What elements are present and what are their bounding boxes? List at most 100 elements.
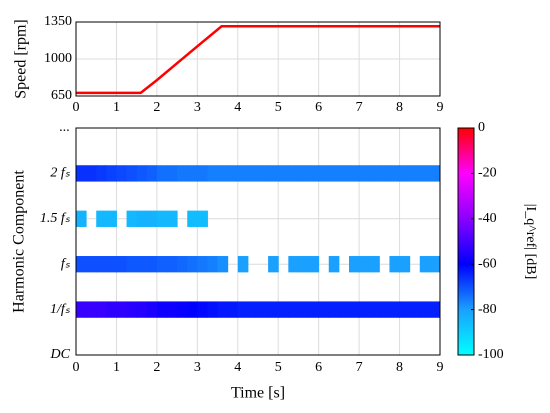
heat-cell bbox=[268, 301, 279, 318]
heat-cell bbox=[207, 256, 219, 273]
y-tick-label: 1000 bbox=[44, 51, 72, 66]
heat-cell bbox=[86, 256, 97, 273]
heat-cell bbox=[338, 165, 350, 182]
heat-cell bbox=[167, 165, 178, 182]
heat-cell bbox=[177, 256, 188, 273]
x-tick-label: 9 bbox=[437, 360, 444, 375]
colorbar-tick-label: -20 bbox=[478, 166, 497, 181]
heat-cell bbox=[247, 165, 259, 182]
heat-cell bbox=[167, 256, 178, 273]
heat-cell bbox=[227, 301, 239, 318]
heat-cell bbox=[237, 301, 249, 318]
heat-cell bbox=[76, 210, 87, 227]
heat-cell bbox=[409, 165, 421, 182]
x-tick-label: 3 bbox=[194, 360, 201, 375]
heat-cell bbox=[429, 256, 441, 273]
heat-cell bbox=[349, 256, 360, 273]
x-tick-label: 7 bbox=[356, 100, 363, 115]
heat-cell bbox=[389, 256, 401, 273]
heat-cell bbox=[379, 301, 390, 318]
y-axis-label: Speed [rpm] bbox=[13, 19, 30, 99]
heat-cell bbox=[389, 301, 401, 318]
y-tick-label: DC bbox=[50, 347, 71, 362]
heat-cell bbox=[338, 301, 350, 318]
heat-cell bbox=[146, 210, 158, 227]
heat-cell bbox=[318, 301, 330, 318]
heat-cell bbox=[419, 256, 431, 273]
heat-cell bbox=[217, 165, 229, 182]
heat-cell bbox=[187, 301, 198, 318]
heat-cell bbox=[146, 256, 158, 273]
x-tick-label: 2 bbox=[153, 360, 160, 375]
heat-cell bbox=[237, 165, 249, 182]
heat-cell bbox=[429, 301, 441, 318]
x-tick-label: 3 bbox=[194, 100, 201, 115]
heat-cell bbox=[177, 165, 188, 182]
x-tick-label: 8 bbox=[396, 360, 403, 375]
heat-cell bbox=[146, 165, 158, 182]
heat-cell bbox=[318, 165, 330, 182]
heat-cell bbox=[177, 301, 188, 318]
x-tick-label: 6 bbox=[315, 100, 322, 115]
y-tick-label: 2 fₛ bbox=[50, 166, 70, 181]
heat-cell bbox=[359, 301, 370, 318]
heat-cell bbox=[96, 210, 107, 227]
heat-cell bbox=[116, 256, 128, 273]
heat-cell bbox=[389, 165, 401, 182]
x-tick-label: 0 bbox=[73, 100, 80, 115]
heat-cell bbox=[278, 301, 289, 318]
heat-cell bbox=[288, 301, 299, 318]
heat-cell bbox=[156, 165, 168, 182]
heat-cell bbox=[217, 301, 229, 318]
y-axis-label: Harmonic Component bbox=[11, 170, 28, 313]
heat-cell bbox=[167, 301, 178, 318]
heat-cell bbox=[96, 301, 107, 318]
colorbar-tick-label: -60 bbox=[478, 256, 497, 271]
heat-cell bbox=[106, 165, 117, 182]
heat-cell bbox=[268, 256, 279, 273]
heat-cell bbox=[419, 165, 431, 182]
heat-cell bbox=[136, 210, 148, 227]
heat-cell bbox=[136, 165, 148, 182]
y-tick-label: 1350 bbox=[44, 14, 72, 29]
heat-cell bbox=[116, 165, 128, 182]
heat-cell bbox=[399, 301, 411, 318]
x-tick-label: 4 bbox=[234, 100, 241, 115]
x-tick-label: 1 bbox=[113, 360, 120, 375]
axes-box bbox=[75, 21, 441, 97]
heat-cell bbox=[369, 165, 380, 182]
heat-cell bbox=[126, 210, 138, 227]
heat-cell bbox=[308, 165, 320, 182]
heat-cell bbox=[278, 165, 289, 182]
colorbar bbox=[457, 127, 475, 356]
x-tick-label: 5 bbox=[275, 360, 282, 375]
heat-cell bbox=[328, 165, 340, 182]
heat-cell bbox=[106, 256, 117, 273]
heat-cell bbox=[156, 301, 168, 318]
heat-cell bbox=[207, 165, 219, 182]
heat-cell bbox=[288, 165, 299, 182]
y-tick-label: 1/fₛ bbox=[50, 302, 71, 317]
heat-cell bbox=[116, 301, 128, 318]
heat-cell bbox=[369, 256, 380, 273]
heat-cell bbox=[156, 210, 168, 227]
heat-cell bbox=[217, 256, 229, 273]
heat-cell bbox=[237, 256, 249, 273]
heat-cell bbox=[187, 210, 198, 227]
heat-cell bbox=[96, 256, 107, 273]
heat-cell bbox=[136, 301, 148, 318]
heat-cell bbox=[197, 165, 208, 182]
colorbar-tick-label: 0 bbox=[478, 120, 485, 135]
heat-cell bbox=[156, 256, 168, 273]
heat-cell bbox=[308, 256, 320, 273]
colorbar-tick-label: -100 bbox=[478, 347, 504, 362]
x-tick-label: 5 bbox=[275, 100, 282, 115]
heat-cell bbox=[187, 165, 198, 182]
x-tick-label: 9 bbox=[437, 100, 444, 115]
heat-cell bbox=[399, 165, 411, 182]
heat-cell bbox=[359, 256, 370, 273]
y-tick-label: ... bbox=[60, 120, 71, 135]
heat-cell bbox=[288, 256, 299, 273]
heat-cell bbox=[96, 165, 107, 182]
heat-cell bbox=[419, 301, 431, 318]
